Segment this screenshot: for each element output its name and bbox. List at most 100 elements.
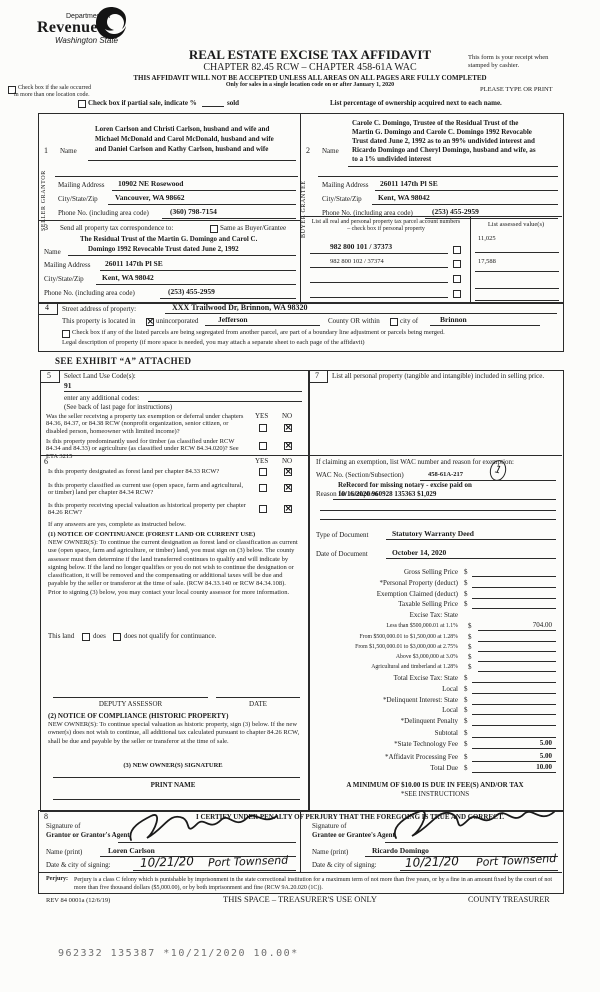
buyer-name-line2[interactable]: Martin G. Domingo and Carole C. Domingo … xyxy=(352,128,532,136)
fee-line-tier2[interactable] xyxy=(478,641,556,642)
fee-value-tier1[interactable]: 704.00 xyxy=(532,621,552,629)
fee-line-tier3[interactable] xyxy=(478,651,556,652)
parcel-number-1[interactable]: 982 800 101 / 37373 xyxy=(330,242,393,251)
checkbox-land-does-not[interactable] xyxy=(113,633,121,641)
checkbox-same-as-buyer[interactable] xyxy=(210,225,218,233)
checkbox-s5q1-yes[interactable] xyxy=(259,424,267,432)
fee-line-exemption[interactable] xyxy=(472,598,556,599)
checkbox-segregated[interactable] xyxy=(62,330,70,338)
seller-name-line3[interactable]: and Daniel Carlson and Kathy Carlson, hu… xyxy=(95,145,269,153)
seller-phone-value[interactable]: (360) 798-7154 xyxy=(170,207,217,216)
grantee-name-print[interactable]: Ricardo Domingo xyxy=(372,846,429,855)
wac-value[interactable]: 458-61A-217 xyxy=(428,471,464,478)
land-use-label: Select Land Use Code(s): xyxy=(64,372,136,380)
grantor-name-print[interactable]: Loren Carlson xyxy=(108,846,155,855)
buyer-mailing-value[interactable]: 26011 147th Pl SE xyxy=(380,179,438,188)
parcel-number-2[interactable]: 982 800 102 / 37374 xyxy=(330,258,384,265)
street-address-value[interactable]: XXX Trailwood Dr, Brinnon, WA 98320 xyxy=(172,303,308,312)
checkbox-partial-sale[interactable] xyxy=(78,100,86,108)
checkbox-s6q3-yes[interactable] xyxy=(259,505,267,513)
fee-line-subtotal[interactable] xyxy=(472,737,556,738)
fee-line-agricultural[interactable] xyxy=(478,671,556,672)
date-of-document-value[interactable]: October 14, 2020 xyxy=(392,548,447,557)
assessed-value-2[interactable]: 17,588 xyxy=(478,258,496,265)
grantee-signature-line[interactable] xyxy=(385,842,558,843)
new-owner-signature-line[interactable] xyxy=(53,777,300,778)
grantor-signature-line[interactable] xyxy=(118,842,296,843)
fee-line-local2[interactable] xyxy=(472,714,556,715)
fee-line-delinq-interest[interactable] xyxy=(472,704,556,705)
buyer-name-line1[interactable]: Carole C. Domingo, Trustee of the Residu… xyxy=(352,119,519,127)
deputy-date-line[interactable] xyxy=(216,697,300,698)
fee-value-tech-fee[interactable]: 5.00 xyxy=(539,739,552,747)
taxcorr-csz-value[interactable]: Kent, WA 98042 xyxy=(102,273,154,282)
deputy-assessor-sign-line[interactable] xyxy=(53,697,208,698)
form-chapters: CHAPTER 82.45 RCW – CHAPTER 458-61A WAC xyxy=(203,62,417,73)
checkbox-city-of[interactable] xyxy=(390,318,398,326)
reason-extra-line-1[interactable] xyxy=(320,510,556,511)
buyer-name-line4[interactable]: Ricardo Domingo and Cheryl Domingo, husb… xyxy=(352,146,536,154)
checkbox-parcel-3[interactable] xyxy=(453,275,461,283)
taxcorr-name-line1[interactable]: The Residual Trust of the Martin G. Domi… xyxy=(80,235,258,243)
exemption-reason-line1[interactable]: ReRecord for missing notary - excise pai… xyxy=(338,481,472,489)
county-value[interactable]: Jefferson xyxy=(218,315,248,324)
buyer-name-line3[interactable]: Trust dated June 2, 1992 as to an 99% un… xyxy=(352,137,535,145)
taxcorr-mailing-value[interactable]: 26011 147th Pl SE xyxy=(105,259,163,268)
taxcorr-name-line2[interactable]: Domingo 1992 Revocable Trust dated June … xyxy=(88,245,239,253)
checkbox-parcel-2[interactable] xyxy=(453,260,461,268)
fee-line-local1[interactable] xyxy=(472,693,556,694)
fee-line-delinq-penalty[interactable] xyxy=(472,725,556,726)
checkbox-s6q1-no[interactable] xyxy=(284,468,292,477)
seller-mailing-value[interactable]: 10902 NE Rosewood xyxy=(118,179,184,188)
deputy-date-label: DATE xyxy=(249,700,267,708)
grantee-date-city-label: Date & city of signing: xyxy=(312,861,377,869)
checkbox-multi-location[interactable] xyxy=(8,86,16,94)
additional-codes-line[interactable] xyxy=(148,401,302,402)
taxcorr-phone-value[interactable]: (253) 455-2959 xyxy=(168,287,215,296)
treasurer-space-label: THIS SPACE – TREASURER'S USE ONLY xyxy=(223,894,377,904)
fee-line-personal[interactable] xyxy=(472,587,556,588)
parcel-line-4[interactable] xyxy=(310,297,448,298)
grantor-signature[interactable] xyxy=(125,806,285,844)
fee-line-total-excise[interactable] xyxy=(472,682,556,683)
checkbox-land-does[interactable] xyxy=(82,633,90,641)
checkbox-s6q2-yes[interactable] xyxy=(259,484,267,492)
print-name-line[interactable] xyxy=(53,799,300,800)
checkbox-s5q2-no[interactable] xyxy=(284,442,292,451)
land-use-box xyxy=(40,370,310,812)
grantor-date-handwritten[interactable]: 10/21/20 xyxy=(139,854,195,870)
checkbox-s6q1-yes[interactable] xyxy=(259,468,267,476)
fee-line-gross[interactable] xyxy=(472,576,556,577)
fee-line-taxable[interactable] xyxy=(472,608,556,609)
seller-name-line2[interactable]: Michael McDonald and Carol McDonald, hus… xyxy=(95,135,274,143)
checkbox-s5q2-yes[interactable] xyxy=(259,442,267,450)
checkbox-parcel-4[interactable] xyxy=(453,290,461,298)
s6-no-header: NO xyxy=(282,457,293,465)
checkbox-s6q2-no[interactable] xyxy=(284,484,292,493)
buyer-csz-value[interactable]: Kent, WA 98042 xyxy=(378,193,430,202)
seller-name-line1[interactable]: Loren Carlson and Christi Carlson, husba… xyxy=(95,125,270,133)
partial-sale-percent-line[interactable] xyxy=(202,106,224,107)
seller-csz-value[interactable]: Vancouver, WA 98662 xyxy=(115,193,185,202)
grantee-date-handwritten[interactable]: 10/21/20 xyxy=(404,854,460,870)
assessed-line-4[interactable] xyxy=(475,300,559,301)
checkbox-parcel-1[interactable] xyxy=(453,246,461,254)
fee-value-total-due[interactable]: 10.00 xyxy=(536,763,552,771)
type-of-document-value[interactable]: Statutory Warranty Deed xyxy=(392,529,474,538)
buyer-phone-value[interactable]: (253) 455-2959 xyxy=(432,207,479,216)
checkbox-unincorporated[interactable] xyxy=(146,318,154,327)
checkbox-s6q3-no[interactable] xyxy=(284,505,292,514)
assessed-line-3[interactable] xyxy=(475,288,559,289)
grantee-signature[interactable] xyxy=(388,800,558,842)
checkbox-s5q1-no[interactable] xyxy=(284,424,292,433)
grantor-signature-label-1: Signature of xyxy=(46,822,81,830)
exemption-reason-line2[interactable]: 10/16/2020 960928 135363 $1,029 xyxy=(338,490,437,498)
fee-value-affidavit-fee[interactable]: 5.00 xyxy=(539,752,552,760)
fee-line-tier4[interactable] xyxy=(478,661,556,662)
reason-extra-line-2[interactable] xyxy=(320,519,556,520)
parcel-line-3[interactable] xyxy=(310,282,448,283)
land-use-code-value[interactable]: 91 xyxy=(64,381,72,390)
buyer-name-line5[interactable]: to a 1% undivided interest xyxy=(352,155,432,163)
assessed-value-1[interactable]: 11,025 xyxy=(478,235,496,242)
city-value[interactable]: Brinnon xyxy=(440,315,467,324)
